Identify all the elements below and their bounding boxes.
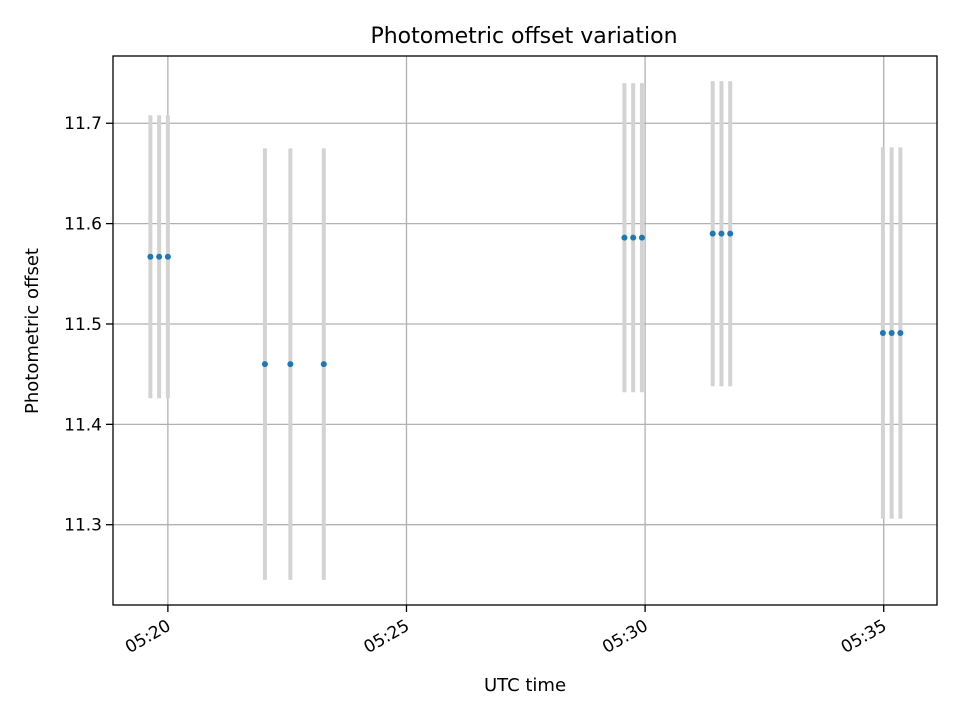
y-axis-label: Photometric offset bbox=[22, 248, 43, 414]
data-point bbox=[164, 253, 171, 260]
y-tick-label: 11.3 bbox=[64, 516, 102, 536]
data-point bbox=[287, 361, 294, 368]
data-point bbox=[261, 361, 268, 368]
y-tick-label: 11.6 bbox=[64, 215, 102, 235]
data-point bbox=[888, 330, 895, 337]
x-tick-label: 05:25 bbox=[361, 616, 413, 658]
x-tick-label: 05:35 bbox=[838, 616, 890, 658]
data-point bbox=[630, 234, 637, 241]
data-point bbox=[879, 330, 886, 337]
chart-title: Photometric offset variation bbox=[370, 24, 677, 49]
plot-frame bbox=[112, 55, 938, 606]
y-tick-label: 11.4 bbox=[64, 415, 102, 435]
x-tick-label: 05:30 bbox=[599, 616, 651, 658]
data-point bbox=[320, 361, 327, 368]
data-points bbox=[147, 230, 904, 368]
data-point bbox=[897, 330, 904, 337]
data-point bbox=[709, 230, 716, 237]
data-point bbox=[621, 234, 628, 241]
y-tick-label: 11.7 bbox=[64, 114, 102, 134]
y-tick-label: 11.5 bbox=[64, 315, 102, 335]
axis-ticks: 05:20 05:25 05:30 05:35 11.3 11.4 11.5 11.6 11.7 bbox=[64, 114, 890, 658]
x-tick-label: 05:20 bbox=[122, 616, 174, 658]
x-axis-label: UTC time bbox=[484, 675, 566, 696]
data-point bbox=[156, 253, 163, 260]
data-point bbox=[638, 234, 645, 241]
error-bars bbox=[148, 81, 903, 580]
data-point bbox=[147, 253, 154, 260]
grid bbox=[113, 56, 937, 605]
data-point bbox=[727, 230, 734, 237]
data-point bbox=[718, 230, 725, 237]
